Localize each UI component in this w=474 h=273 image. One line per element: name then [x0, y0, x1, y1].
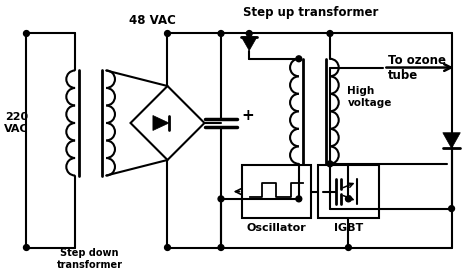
Circle shape	[327, 161, 333, 167]
Text: To ozone
tube: To ozone tube	[388, 54, 447, 82]
Text: 220
VAC: 220 VAC	[4, 112, 29, 134]
Circle shape	[218, 31, 224, 36]
Text: Oscillator: Oscillator	[246, 223, 306, 233]
Circle shape	[449, 206, 455, 212]
Circle shape	[24, 245, 29, 250]
Polygon shape	[153, 115, 169, 130]
Polygon shape	[241, 37, 257, 51]
Bar	[242, 165, 310, 218]
Circle shape	[218, 245, 224, 250]
Polygon shape	[443, 133, 460, 148]
Text: 48 VAC: 48 VAC	[129, 14, 176, 27]
Circle shape	[296, 196, 302, 202]
Circle shape	[296, 56, 302, 62]
Circle shape	[164, 31, 171, 36]
Circle shape	[346, 245, 351, 250]
Bar	[318, 165, 379, 218]
Circle shape	[246, 31, 252, 36]
Text: IGBT: IGBT	[334, 223, 363, 233]
Circle shape	[327, 31, 333, 36]
Text: Step up transformer: Step up transformer	[243, 5, 378, 19]
Circle shape	[346, 196, 351, 202]
Text: Step down
transformer: Step down transformer	[57, 248, 123, 270]
Text: +: +	[241, 108, 254, 123]
Circle shape	[24, 31, 29, 36]
Circle shape	[164, 245, 171, 250]
Circle shape	[218, 196, 224, 202]
Text: High
voltage: High voltage	[347, 86, 392, 108]
